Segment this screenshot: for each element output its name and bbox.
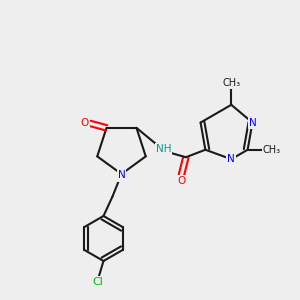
- Text: N: N: [118, 170, 125, 181]
- Text: O: O: [177, 176, 185, 186]
- Text: NH: NH: [156, 144, 171, 154]
- Text: Cl: Cl: [92, 277, 103, 287]
- Text: O: O: [80, 118, 89, 128]
- Text: CH₃: CH₃: [262, 145, 281, 155]
- Text: N: N: [227, 154, 235, 164]
- Text: CH₃: CH₃: [222, 78, 240, 88]
- Text: N: N: [249, 118, 256, 128]
